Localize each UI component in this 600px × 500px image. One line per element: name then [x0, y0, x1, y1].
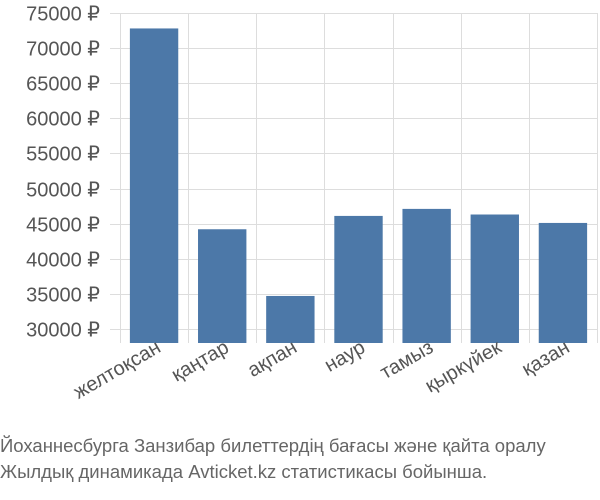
bar [198, 229, 247, 343]
x-category-label: қаңтар [168, 336, 233, 386]
bar [402, 208, 451, 343]
y-tick-label: 30000 ₽ [26, 320, 100, 342]
y-tick-label: 55000 ₽ [26, 144, 100, 166]
bar [266, 295, 315, 343]
x-category-label: желтоқсан [70, 336, 165, 403]
chart-caption-line-2: Жылдық динамикада Avticket.kz статистика… [0, 461, 488, 482]
y-tick-label: 60000 ₽ [26, 109, 100, 131]
x-category-label: қыркүйек [421, 336, 505, 397]
y-axis-ticks: 30000 ₽ 35000 ₽ 40000 ₽ 45000 ₽ 50000 ₽ 55000… [26, 4, 100, 342]
bar [129, 28, 179, 343]
y-tick-label: 75000 ₽ [26, 4, 100, 26]
y-tick-label: 70000 ₽ [26, 39, 100, 61]
chart-caption-line-1: Йоханнесбурга Занзибар билеттердің бағас… [0, 435, 546, 456]
y-tick-label: 40000 ₽ [26, 250, 100, 272]
x-category-label: ақпан [244, 336, 301, 381]
bar [334, 215, 383, 343]
y-tick-label: 65000 ₽ [26, 74, 100, 96]
y-tick-label: 50000 ₽ [26, 180, 100, 202]
bar [538, 222, 588, 343]
bar [470, 214, 519, 343]
grid-lines [110, 13, 598, 343]
y-tick-label: 35000 ₽ [26, 285, 100, 307]
bars [129, 28, 588, 343]
y-tick-label: 45000 ₽ [26, 215, 100, 237]
